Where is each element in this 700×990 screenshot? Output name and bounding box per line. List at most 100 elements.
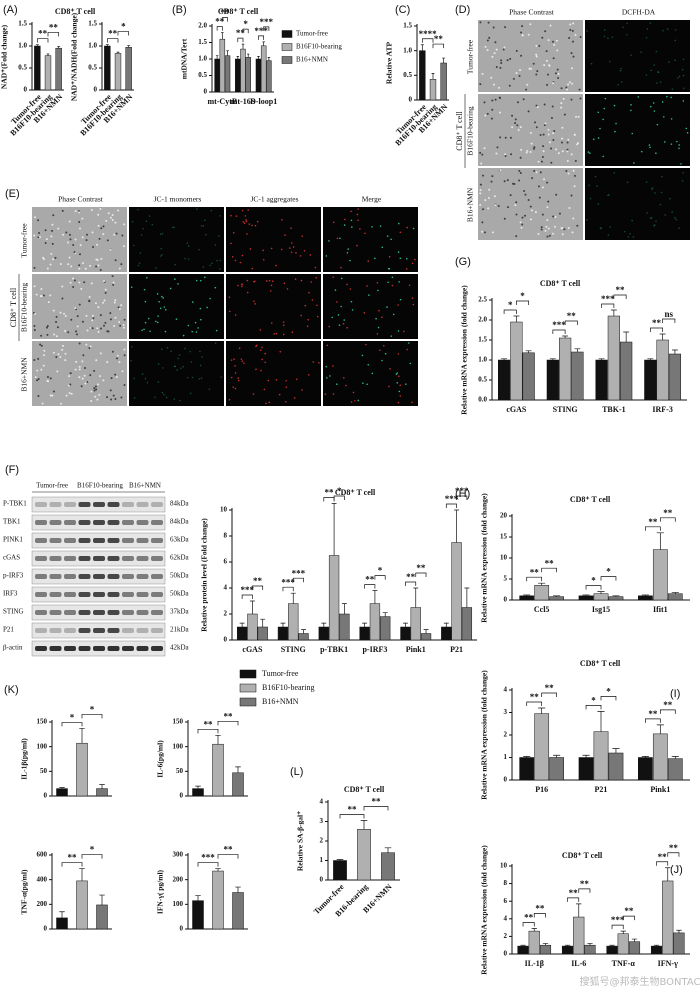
error-bar [221, 32, 224, 40]
error-bar [226, 50, 229, 56]
cell [39, 295, 42, 298]
cell [541, 186, 544, 189]
cell [91, 319, 94, 322]
cell [114, 221, 117, 224]
cell [367, 260, 370, 262]
cell [89, 345, 92, 348]
cell [37, 219, 40, 222]
cell [540, 160, 543, 163]
protein-label: PINK1 [3, 536, 23, 544]
cell [332, 221, 335, 224]
cell [164, 330, 167, 333]
cell [97, 264, 100, 267]
band [64, 610, 76, 615]
significance-label: * [606, 567, 611, 577]
cell [490, 76, 493, 79]
cell [565, 86, 568, 89]
cell [145, 220, 148, 222]
band [136, 592, 149, 597]
significance-label: ** [220, 8, 230, 18]
error-bar [542, 943, 549, 946]
cell [88, 300, 91, 303]
bar [277, 626, 289, 641]
cell [55, 321, 58, 324]
cell [69, 372, 72, 375]
y-tick-label: 10 [220, 506, 228, 514]
error-bar [280, 622, 286, 627]
size-label: 37kDa [170, 608, 190, 616]
error-bar [665, 867, 671, 881]
cell [154, 396, 156, 399]
cell [110, 377, 113, 380]
cell [569, 23, 572, 26]
micrograph [323, 207, 418, 272]
protein-label: P-TBK1 [3, 500, 27, 508]
cell [339, 237, 341, 240]
cell [215, 329, 218, 332]
cell [553, 225, 556, 228]
cell [543, 64, 546, 67]
cell [343, 377, 345, 379]
significance-label: ** [38, 29, 48, 39]
cell [627, 236, 630, 238]
cell [381, 246, 384, 249]
cell [346, 283, 348, 286]
bar [519, 757, 535, 781]
cell [74, 307, 77, 310]
cell [338, 324, 341, 326]
cell [36, 379, 39, 382]
significance-label: ** [648, 517, 658, 527]
cell [78, 227, 81, 230]
bar [212, 743, 224, 797]
cell [78, 253, 81, 256]
bar [539, 944, 552, 955]
cell [548, 234, 551, 237]
cell [554, 72, 557, 75]
cell [362, 382, 364, 384]
cell [98, 237, 101, 240]
error-bar [612, 595, 620, 597]
cell [46, 333, 49, 336]
y-axis-label: Relative protein level (Fold change) [200, 518, 209, 632]
micrograph [129, 274, 224, 339]
cell [626, 181, 629, 184]
cell [535, 126, 538, 129]
cell [479, 21, 482, 24]
cell [520, 54, 523, 57]
cell [529, 67, 532, 70]
cell [118, 267, 121, 270]
cell [204, 276, 206, 279]
cell [311, 299, 314, 301]
cell [309, 254, 312, 256]
panel-label: (A) [3, 4, 18, 16]
error-bar [656, 532, 664, 550]
cell [245, 220, 248, 223]
cell [230, 242, 232, 245]
cell [558, 212, 561, 215]
cell [230, 214, 232, 217]
cell [482, 174, 485, 177]
cell [114, 397, 117, 400]
significance-bracket [659, 517, 676, 522]
cell [137, 208, 139, 211]
cell [552, 215, 555, 218]
cell [563, 113, 566, 116]
band [93, 520, 105, 525]
cell [540, 228, 543, 231]
cell [557, 72, 560, 75]
cell [645, 181, 648, 183]
cell [579, 35, 582, 38]
cell [587, 151, 590, 153]
micrograph [129, 341, 224, 406]
cell [398, 375, 400, 378]
cell [534, 121, 537, 124]
significance-bracket [445, 503, 457, 508]
band [122, 538, 134, 543]
cell [384, 352, 387, 355]
cell [78, 368, 81, 371]
bar [522, 352, 535, 401]
cell [529, 131, 532, 134]
bar [236, 626, 248, 641]
significance-bracket [405, 581, 417, 586]
significance-label: ** [545, 683, 555, 693]
